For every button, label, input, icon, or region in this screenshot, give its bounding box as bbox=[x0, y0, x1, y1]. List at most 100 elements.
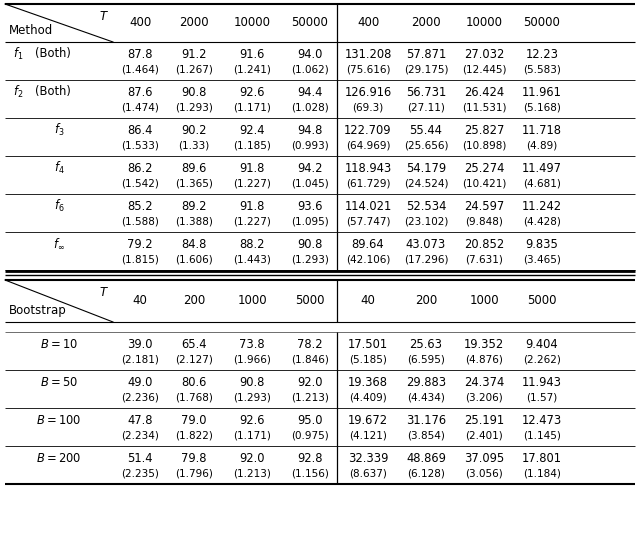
Text: 12.473: 12.473 bbox=[522, 413, 562, 426]
Text: (1.171): (1.171) bbox=[233, 430, 271, 440]
Text: (12.445): (12.445) bbox=[461, 64, 506, 74]
Text: (1.365): (1.365) bbox=[175, 178, 213, 188]
Text: 11.943: 11.943 bbox=[522, 375, 562, 388]
Text: (1.293): (1.293) bbox=[291, 254, 329, 264]
Text: (69.3): (69.3) bbox=[353, 102, 383, 112]
Text: (1.213): (1.213) bbox=[233, 468, 271, 478]
Text: 20.852: 20.852 bbox=[464, 237, 504, 251]
Text: 122.709: 122.709 bbox=[344, 123, 392, 137]
Text: 89.2: 89.2 bbox=[181, 199, 207, 213]
Text: (2.262): (2.262) bbox=[523, 354, 561, 364]
Text: 39.0: 39.0 bbox=[127, 338, 153, 350]
Text: 31.176: 31.176 bbox=[406, 413, 446, 426]
Text: (3.465): (3.465) bbox=[523, 254, 561, 264]
Text: (25.656): (25.656) bbox=[404, 140, 448, 150]
Text: (2.127): (2.127) bbox=[175, 354, 213, 364]
Text: (1.293): (1.293) bbox=[233, 392, 271, 402]
Text: 32.339: 32.339 bbox=[348, 451, 388, 464]
Text: 79.2: 79.2 bbox=[127, 237, 153, 251]
Text: 25.63: 25.63 bbox=[410, 338, 442, 350]
Text: 91.8: 91.8 bbox=[239, 161, 265, 175]
Text: Method: Method bbox=[9, 24, 53, 37]
Text: 29.883: 29.883 bbox=[406, 375, 446, 388]
Text: $f_1$: $f_1$ bbox=[13, 46, 23, 62]
Text: 37.095: 37.095 bbox=[464, 451, 504, 464]
Text: (23.102): (23.102) bbox=[404, 216, 448, 226]
Text: 49.0: 49.0 bbox=[127, 375, 153, 388]
Text: 114.021: 114.021 bbox=[344, 199, 392, 213]
Text: 84.8: 84.8 bbox=[181, 237, 207, 251]
Text: (4.428): (4.428) bbox=[523, 216, 561, 226]
Text: (27.11): (27.11) bbox=[407, 102, 445, 112]
Text: 400: 400 bbox=[129, 17, 151, 30]
Text: 92.0: 92.0 bbox=[297, 375, 323, 388]
Text: (64.969): (64.969) bbox=[346, 140, 390, 150]
Text: 47.8: 47.8 bbox=[127, 413, 153, 426]
Text: 43.073: 43.073 bbox=[406, 237, 446, 251]
Text: (8.637): (8.637) bbox=[349, 468, 387, 478]
Text: Bootstrap: Bootstrap bbox=[9, 304, 67, 317]
Text: 78.2: 78.2 bbox=[297, 338, 323, 350]
Text: 87.8: 87.8 bbox=[127, 47, 153, 61]
Text: (1.33): (1.33) bbox=[179, 140, 210, 150]
Text: 55.44: 55.44 bbox=[410, 123, 442, 137]
Text: (1.533): (1.533) bbox=[121, 140, 159, 150]
Text: (4.876): (4.876) bbox=[465, 354, 503, 364]
Text: 65.4: 65.4 bbox=[181, 338, 207, 350]
Text: 5000: 5000 bbox=[295, 294, 324, 307]
Text: (5.583): (5.583) bbox=[523, 64, 561, 74]
Text: (1.241): (1.241) bbox=[233, 64, 271, 74]
Text: (4.409): (4.409) bbox=[349, 392, 387, 402]
Text: (1.815): (1.815) bbox=[121, 254, 159, 264]
Text: (Both): (Both) bbox=[35, 85, 71, 99]
Text: 86.4: 86.4 bbox=[127, 123, 153, 137]
Text: (9.848): (9.848) bbox=[465, 216, 503, 226]
Text: (0.975): (0.975) bbox=[291, 430, 329, 440]
Text: $f_4$: $f_4$ bbox=[54, 160, 65, 176]
Text: 51.4: 51.4 bbox=[127, 451, 153, 464]
Text: 90.8: 90.8 bbox=[239, 375, 265, 388]
Text: (4.434): (4.434) bbox=[407, 392, 445, 402]
Text: 11.718: 11.718 bbox=[522, 123, 562, 137]
Text: (1.171): (1.171) bbox=[233, 102, 271, 112]
Text: 50000: 50000 bbox=[524, 17, 561, 30]
Text: 92.6: 92.6 bbox=[239, 413, 265, 426]
Text: (2.236): (2.236) bbox=[121, 392, 159, 402]
Text: 11.242: 11.242 bbox=[522, 199, 562, 213]
Text: (2.401): (2.401) bbox=[465, 430, 503, 440]
Text: 40: 40 bbox=[360, 294, 376, 307]
Text: (10.421): (10.421) bbox=[462, 178, 506, 188]
Text: (1.095): (1.095) bbox=[291, 216, 329, 226]
Text: (17.296): (17.296) bbox=[404, 254, 448, 264]
Text: 9.835: 9.835 bbox=[525, 237, 559, 251]
Text: 89.6: 89.6 bbox=[181, 161, 207, 175]
Text: 90.8: 90.8 bbox=[181, 85, 207, 99]
Text: 52.534: 52.534 bbox=[406, 199, 446, 213]
Text: (5.185): (5.185) bbox=[349, 354, 387, 364]
Text: 25.827: 25.827 bbox=[464, 123, 504, 137]
Text: (2.181): (2.181) bbox=[121, 354, 159, 364]
Text: 88.2: 88.2 bbox=[239, 237, 265, 251]
Text: 93.6: 93.6 bbox=[297, 199, 323, 213]
Text: (1.464): (1.464) bbox=[121, 64, 159, 74]
Text: 10000: 10000 bbox=[234, 17, 271, 30]
Text: (1.227): (1.227) bbox=[233, 178, 271, 188]
Text: 2000: 2000 bbox=[179, 17, 209, 30]
Text: $f_6$: $f_6$ bbox=[54, 198, 64, 214]
Text: $B = 50$: $B = 50$ bbox=[40, 375, 78, 388]
Text: 25.274: 25.274 bbox=[464, 161, 504, 175]
Text: (5.168): (5.168) bbox=[523, 102, 561, 112]
Text: (2.234): (2.234) bbox=[121, 430, 159, 440]
Text: (10.898): (10.898) bbox=[462, 140, 506, 150]
Text: 26.424: 26.424 bbox=[464, 85, 504, 99]
Text: (1.028): (1.028) bbox=[291, 102, 329, 112]
Text: 1000: 1000 bbox=[469, 294, 499, 307]
Text: 17.801: 17.801 bbox=[522, 451, 562, 464]
Text: 94.8: 94.8 bbox=[298, 123, 323, 137]
Text: (1.227): (1.227) bbox=[233, 216, 271, 226]
Text: 10000: 10000 bbox=[465, 17, 502, 30]
Text: 54.179: 54.179 bbox=[406, 161, 446, 175]
Text: (1.213): (1.213) bbox=[291, 392, 329, 402]
Text: (29.175): (29.175) bbox=[404, 64, 448, 74]
Text: 94.0: 94.0 bbox=[298, 47, 323, 61]
